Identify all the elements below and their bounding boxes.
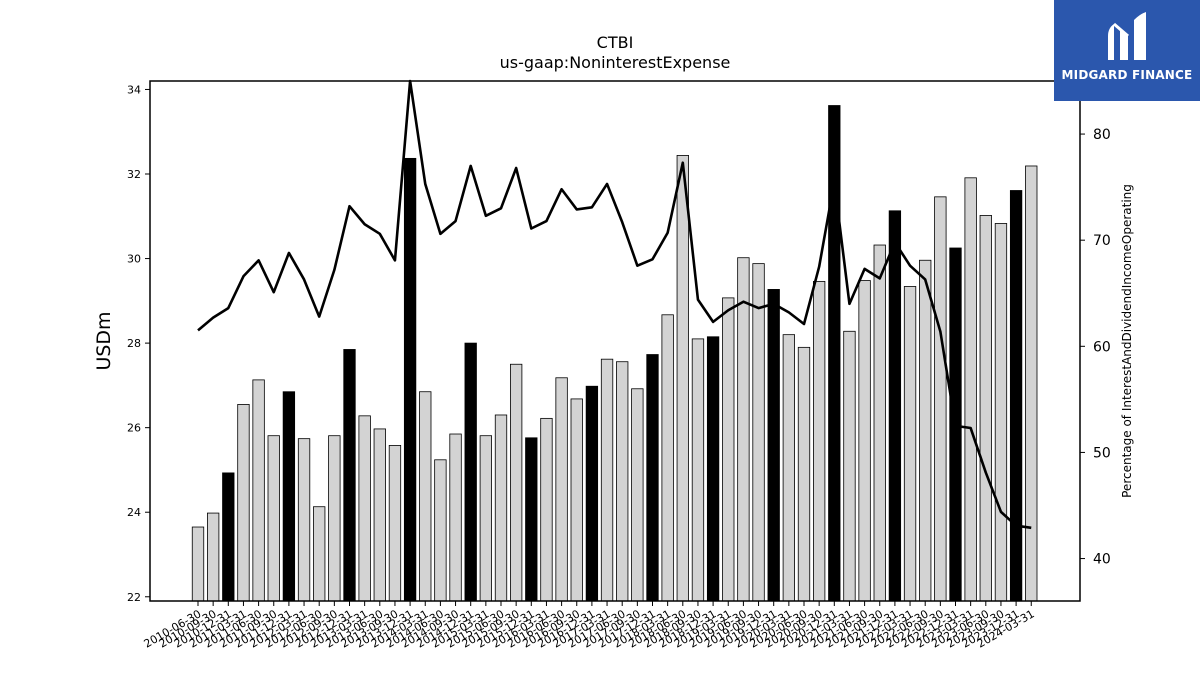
bar [297, 438, 311, 602]
bar [509, 363, 523, 602]
chart-subtitle: us-gaap:NoninterestExpense [500, 53, 731, 72]
plot-frame [149, 80, 1081, 602]
bar [873, 244, 886, 602]
bar [388, 445, 402, 602]
bar [722, 297, 735, 602]
bar [979, 215, 992, 602]
bar [434, 459, 447, 602]
bar [888, 210, 902, 602]
bar [449, 433, 462, 602]
y2-tick-label: 60 [1093, 339, 1111, 355]
bar [858, 280, 871, 602]
bar [1009, 190, 1023, 602]
y2-tick-label: 70 [1093, 233, 1111, 249]
bar [464, 342, 477, 602]
bar [600, 358, 614, 602]
midgard-m-logo-icon [1108, 12, 1146, 60]
bar [843, 330, 856, 602]
bar [403, 157, 417, 602]
bar [676, 155, 689, 602]
bar [525, 437, 538, 602]
bar [767, 289, 780, 602]
bar-series [191, 105, 1038, 602]
bar [540, 417, 553, 602]
bar [479, 435, 493, 602]
bar [328, 435, 341, 602]
bar [752, 263, 765, 602]
bar [237, 404, 250, 602]
bar [691, 338, 705, 602]
bar [267, 435, 280, 602]
y-tick-label: 34 [127, 83, 141, 96]
bar [494, 414, 508, 602]
bar [919, 259, 932, 602]
bar [616, 361, 629, 602]
bar [797, 346, 811, 602]
y-tick-label: 28 [127, 337, 141, 350]
bar [813, 280, 826, 602]
bar [555, 377, 568, 602]
brand-logo: MIDGARD FINANCE [1054, 0, 1200, 101]
bar [706, 336, 720, 602]
bar [631, 388, 644, 602]
bar [828, 105, 841, 602]
brand-name: MIDGARD FINANCE [1061, 68, 1193, 82]
line-series [197, 79, 1032, 530]
y2-tick-label: 80 [1093, 127, 1111, 143]
bar [661, 314, 674, 602]
bar [191, 526, 205, 602]
y2-tick-label: 50 [1093, 445, 1111, 461]
y2-axis-label: Percentage of InterestAndDividendIncomeO… [1120, 184, 1134, 498]
bar [737, 257, 750, 602]
y-tick-label: 22 [127, 591, 141, 604]
chart-title: CTBI [597, 33, 634, 52]
series-line [197, 79, 1032, 530]
axes: 2224262830323440506070802010-06-302010-0… [127, 80, 1111, 651]
bar [282, 391, 296, 602]
bar [313, 506, 326, 602]
bar [222, 472, 235, 602]
bar [903, 286, 917, 602]
y-tick-label: 24 [127, 506, 141, 519]
bar [646, 354, 659, 602]
bar [343, 349, 356, 602]
bar [782, 334, 795, 602]
bar [252, 379, 265, 602]
bar [964, 177, 977, 602]
bar [570, 398, 583, 602]
y-tick-label: 26 [127, 422, 141, 435]
y2-tick-label: 40 [1093, 552, 1111, 568]
bar [934, 196, 947, 602]
bar [419, 391, 432, 602]
bar [358, 415, 371, 602]
bar [994, 223, 1008, 602]
bar [373, 428, 386, 602]
y-axis-label: USDm [93, 311, 115, 370]
y-tick-label: 30 [127, 253, 141, 266]
y-tick-label: 32 [127, 168, 141, 181]
bar [585, 385, 599, 602]
bar [206, 512, 220, 602]
bar [1025, 165, 1038, 602]
